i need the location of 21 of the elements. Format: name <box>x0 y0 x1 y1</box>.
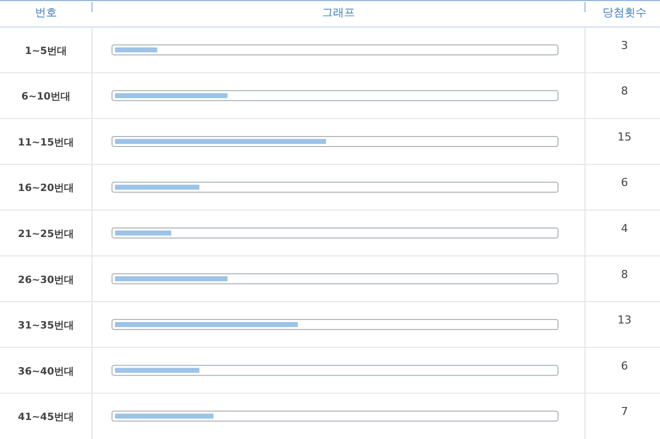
y-tick-label: 11~15번대 <box>18 137 74 148</box>
data-label: 8 <box>621 84 628 98</box>
y-tick-label: 26~30번대 <box>18 274 74 286</box>
data-label: 6 <box>621 176 628 190</box>
y-tick-label: 6~10번대 <box>21 92 71 103</box>
data-label: 8 <box>621 268 628 281</box>
data-label: 7 <box>621 405 628 418</box>
y-tick-label: 16~20번대 <box>18 183 74 194</box>
text: 당첨횟수 <box>602 6 646 19</box>
data-label: 4 <box>621 222 628 235</box>
data-label: 6 <box>621 359 628 372</box>
y-tick-label: 36~40번대 <box>18 366 74 378</box>
y-axis-title: 번호 <box>35 6 57 19</box>
data-label: 13 <box>618 314 632 327</box>
data-label: 3 <box>621 38 628 52</box>
y-tick-label: 41~45번대 <box>18 412 74 424</box>
x-axis-title: 그래프 <box>322 6 355 19</box>
data-label: 15 <box>618 130 632 144</box>
y-tick-label: 31~35번대 <box>18 320 74 332</box>
y-tick-label: 1~5번대 <box>24 46 68 57</box>
y-tick-label: 21~25번대 <box>18 229 74 240</box>
